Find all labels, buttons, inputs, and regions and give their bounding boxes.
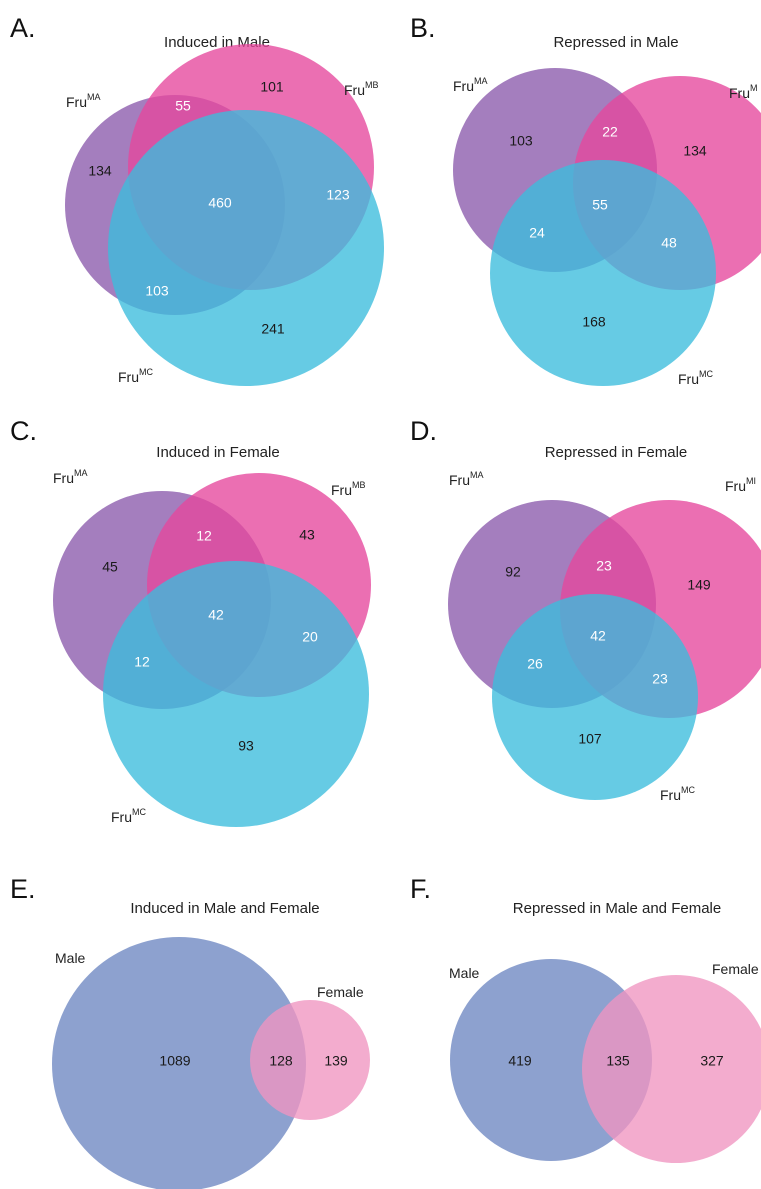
fru-mc-label: FruMC	[118, 367, 153, 385]
count-mb-mc: 123	[326, 187, 350, 203]
count-male-female: 135	[606, 1053, 630, 1069]
count-ma-mb: 12	[196, 528, 212, 544]
count-ma-only: 103	[509, 133, 533, 149]
count-ma-mc: 24	[529, 225, 545, 241]
female-label: Female	[317, 984, 364, 1000]
count-mb-only: 101	[260, 79, 284, 95]
count-ma-mb: 23	[596, 558, 612, 574]
male-label: Male	[449, 965, 480, 981]
count-mb-mc: 23	[652, 671, 668, 687]
panel-b-letter: B.	[410, 13, 436, 43]
panel-c-letter: C.	[10, 416, 37, 446]
panel-c-title: Induced in Female	[156, 444, 279, 461]
panel-a-letter: A.	[10, 13, 36, 43]
fru-ma-label: FruMA	[66, 92, 101, 110]
count-ma-mc: 103	[145, 283, 169, 299]
panel-f-letter: F.	[410, 874, 431, 904]
fru-mb-label: FruMB	[331, 480, 366, 498]
count-mc-only: 241	[261, 321, 285, 337]
count-ma-only: 45	[102, 559, 118, 575]
count-mb-only: 134	[683, 143, 707, 159]
count-all-three: 42	[590, 628, 606, 644]
fru-mb-label: FruM	[729, 83, 758, 101]
fru-ma-label: FruMA	[449, 470, 484, 488]
female-label: Female	[712, 961, 759, 977]
panel-f: F. Repressed in Male and Female Male Fem…	[410, 874, 761, 1163]
fru-mb-label: FruMB	[344, 80, 379, 98]
fru-mc-label: FruMC	[678, 369, 713, 387]
count-male-only: 1089	[159, 1053, 190, 1069]
count-male-female: 128	[269, 1053, 293, 1069]
count-all-three: 55	[592, 197, 608, 213]
fru-mc-label: FruMC	[111, 807, 146, 825]
panel-d: D. Repressed in Female FruMA FruMI FruMC…	[410, 416, 761, 803]
count-ma-mc: 26	[527, 656, 543, 672]
fru-mc-circle	[492, 594, 698, 800]
count-all-three: 460	[208, 195, 232, 211]
fru-mc-circle	[490, 160, 716, 386]
count-female-only: 139	[324, 1053, 348, 1069]
fru-ma-label: FruMA	[53, 468, 88, 486]
count-mc-only: 107	[578, 731, 602, 747]
count-mb-mc: 48	[661, 235, 677, 251]
count-ma-only: 134	[88, 163, 112, 179]
count-mc-only: 168	[582, 314, 606, 330]
fru-ma-label: FruMA	[453, 76, 488, 94]
male-circle	[52, 937, 306, 1189]
count-mb-only: 149	[687, 577, 711, 593]
fru-mb-label: FruMI	[725, 476, 756, 494]
count-all-three: 42	[208, 607, 224, 623]
count-mb-mc: 20	[302, 629, 318, 645]
female-circle	[582, 975, 761, 1163]
count-ma-only: 92	[505, 564, 521, 580]
panel-e: E. Induced in Male and Female Male Femal…	[10, 874, 370, 1189]
count-mc-only: 93	[238, 738, 254, 754]
count-ma-mc: 12	[134, 654, 150, 670]
panel-d-letter: D.	[410, 416, 437, 446]
count-male-only: 419	[508, 1053, 532, 1069]
panel-e-letter: E.	[10, 874, 36, 904]
fru-mc-circle	[103, 561, 369, 827]
panel-f-title: Repressed in Male and Female	[513, 900, 721, 917]
panel-e-title: Induced in Male and Female	[130, 900, 319, 917]
panel-d-title: Repressed in Female	[545, 444, 688, 461]
panel-c: C. Induced in Female FruMA FruMB FruMC 4…	[10, 416, 371, 827]
count-ma-mb: 22	[602, 124, 618, 140]
panel-b: B. Repressed in Male FruMA FruM FruMC 10…	[410, 13, 761, 387]
panel-b-title: Repressed in Male	[553, 34, 678, 51]
fru-mc-label: FruMC	[660, 785, 695, 803]
count-female-only: 327	[700, 1053, 724, 1069]
panel-a: A. Induced in Male FruMA FruMB FruMC 134…	[10, 13, 384, 386]
female-circle	[250, 1000, 370, 1120]
count-ma-mb: 55	[175, 98, 191, 114]
count-mb-only: 43	[299, 527, 315, 543]
male-label: Male	[55, 950, 86, 966]
fru-mc-circle	[108, 110, 384, 386]
